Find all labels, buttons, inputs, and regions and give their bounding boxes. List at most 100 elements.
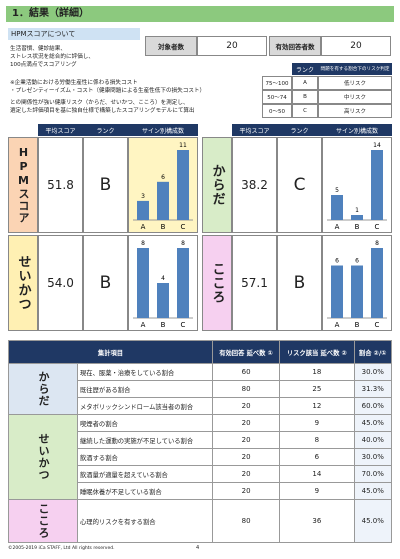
table-row: 睡眠休養が不足している割合 20 9 45.0% xyxy=(9,482,393,500)
bar xyxy=(137,200,149,220)
value-label: 1 xyxy=(355,207,359,214)
detail-table: 集計項目 有効回答 延べ数 ① リスク該当 延べ数 ② 割合 ②/① からだ 現在、服薬・… xyxy=(8,340,393,543)
table-cell: 20 xyxy=(211,431,281,449)
table-header: 有効回答 延べ数 ① xyxy=(211,340,281,364)
bar-chart: 3 A 6 B 11 C xyxy=(133,142,193,231)
panel-score: 54.0 xyxy=(38,235,83,331)
category-label: B xyxy=(355,223,360,231)
about-line: 選定した評価項目を基に独自仕様で構築したスコアリングモデルにて算出 xyxy=(10,108,195,114)
category-label: C xyxy=(181,223,186,231)
rank-cell: C xyxy=(292,104,318,118)
about-title: HPMスコアについて xyxy=(8,28,140,40)
bar xyxy=(157,181,169,220)
table-row: メタボリックシンドローム該当者の割合 20 12 60.0% xyxy=(9,397,393,415)
value-label: 6 xyxy=(355,258,359,265)
table-cell: 現在、服薬・治療をしている割合 xyxy=(77,363,213,381)
table-cell: 6 xyxy=(279,448,355,466)
table-cell: メタボリックシンドローム該当者の割合 xyxy=(77,397,213,415)
count-value: 20 xyxy=(197,36,267,56)
table-cell: 18 xyxy=(279,363,355,381)
value-label: 14 xyxy=(373,142,381,149)
category-label: A xyxy=(141,321,146,329)
bar-chart: 8 A 4 B 8 C xyxy=(133,240,193,329)
bar xyxy=(331,195,343,220)
panel-rank: C xyxy=(277,137,322,233)
score-header: ランク xyxy=(277,124,322,136)
header-title: 1．結果（詳細） xyxy=(6,6,394,22)
table-cell: 45.0% xyxy=(353,499,393,543)
rank-cell: B xyxy=(292,90,318,104)
count-value: 20 xyxy=(321,36,391,56)
panel-label: HPMスコア xyxy=(8,137,38,233)
table-cell: 飲酒する割合 xyxy=(77,448,213,466)
panel-label: こころ xyxy=(202,235,232,331)
panel-score: 57.1 xyxy=(232,235,277,331)
about-line: 生活習慣、健診結果、 xyxy=(10,46,66,52)
bar xyxy=(371,150,383,220)
table-cell: 睡眠休養が不足している割合 xyxy=(77,482,213,500)
header-row: 集計項目 有効回答 延べ数 ① リスク該当 延べ数 ② 割合 ②/① xyxy=(8,340,393,364)
rank-cell: 50～74 xyxy=(262,90,292,104)
rank-cell: 高リスク xyxy=(318,104,392,118)
bar xyxy=(157,283,169,318)
table-cell: 30.0% xyxy=(353,448,393,466)
chart-cell: 5 A 1 B 14 C xyxy=(322,137,392,233)
table-cell: 喫煙者の割合 xyxy=(77,414,213,432)
panel-rank: B xyxy=(277,235,322,331)
table-cell: 45.0% xyxy=(353,482,393,500)
score-header: サイン別構成数 xyxy=(322,124,392,136)
panel-rank: B xyxy=(83,137,128,233)
table-cell: 30.0% xyxy=(353,363,393,381)
category-label: B xyxy=(161,321,166,329)
table-cell: 14 xyxy=(279,465,355,483)
value-label: 6 xyxy=(335,258,339,265)
table-header: 集計項目 xyxy=(8,340,213,364)
bar xyxy=(351,265,363,318)
page-number: 4 xyxy=(196,545,200,551)
bar xyxy=(371,248,383,318)
bar xyxy=(177,248,189,318)
table-cell: 80 xyxy=(211,499,281,543)
table-cell: 9 xyxy=(279,482,355,500)
panel-label: からだ xyxy=(202,137,232,233)
table-row: こころ 心理的リスクを有する割合 80 36 45.0% xyxy=(8,499,393,543)
group-label: からだ xyxy=(8,363,78,415)
table-cell: 60.0% xyxy=(353,397,393,415)
table-cell: 25 xyxy=(279,380,355,398)
value-label: 4 xyxy=(161,275,165,282)
copyright: ©2005-2019 iCa STAFF, Ltd All rights res… xyxy=(8,546,115,551)
chart-cell: 6 A 6 B 8 C xyxy=(322,235,392,331)
category-label: A xyxy=(141,223,146,231)
category-label: C xyxy=(375,321,380,329)
table-cell: 70.0% xyxy=(353,465,393,483)
table-row: 飲酒する割合 20 6 30.0% xyxy=(9,448,393,466)
category-label: B xyxy=(161,223,166,231)
about-line: ストレス状況を総合的に評価し、 xyxy=(10,54,94,60)
rank-cell: 75～100 xyxy=(262,76,292,90)
table-cell: 継続した運動の実施が不足している割合 xyxy=(77,431,213,449)
category-label: A xyxy=(335,321,340,329)
table-cell: 心理的リスクを有する割合 xyxy=(77,499,213,543)
score-header: サイン別構成数 xyxy=(128,124,198,136)
rank-cell: 中リスク xyxy=(318,90,392,104)
table-cell: 80 xyxy=(211,380,281,398)
bar xyxy=(177,150,189,220)
category-label: C xyxy=(181,321,186,329)
rank-header: ランク xyxy=(292,63,318,75)
table-cell: 20 xyxy=(211,482,281,500)
count-label: 有効回答者数 xyxy=(269,36,321,56)
value-label: 6 xyxy=(161,174,165,181)
rank-cell: 0～50 xyxy=(262,104,292,118)
panel-score: 51.8 xyxy=(38,137,83,233)
value-label: 8 xyxy=(181,240,185,247)
about-line: 100点満点でスコアリング xyxy=(10,62,77,68)
value-label: 5 xyxy=(335,187,339,194)
panel-label: せいかつ xyxy=(8,235,38,331)
table-cell: 60 xyxy=(211,363,281,381)
table-cell: 36 xyxy=(279,499,355,543)
bar-chart: 5 A 1 B 14 C xyxy=(327,142,387,231)
table-cell: 既往歴がある割合 xyxy=(77,380,213,398)
about-line: ※企業活動における労働生産性に係わる損失コスト xyxy=(10,80,138,86)
chart-cell: 3 A 6 B 11 C xyxy=(128,137,198,233)
table-cell: 8 xyxy=(279,431,355,449)
